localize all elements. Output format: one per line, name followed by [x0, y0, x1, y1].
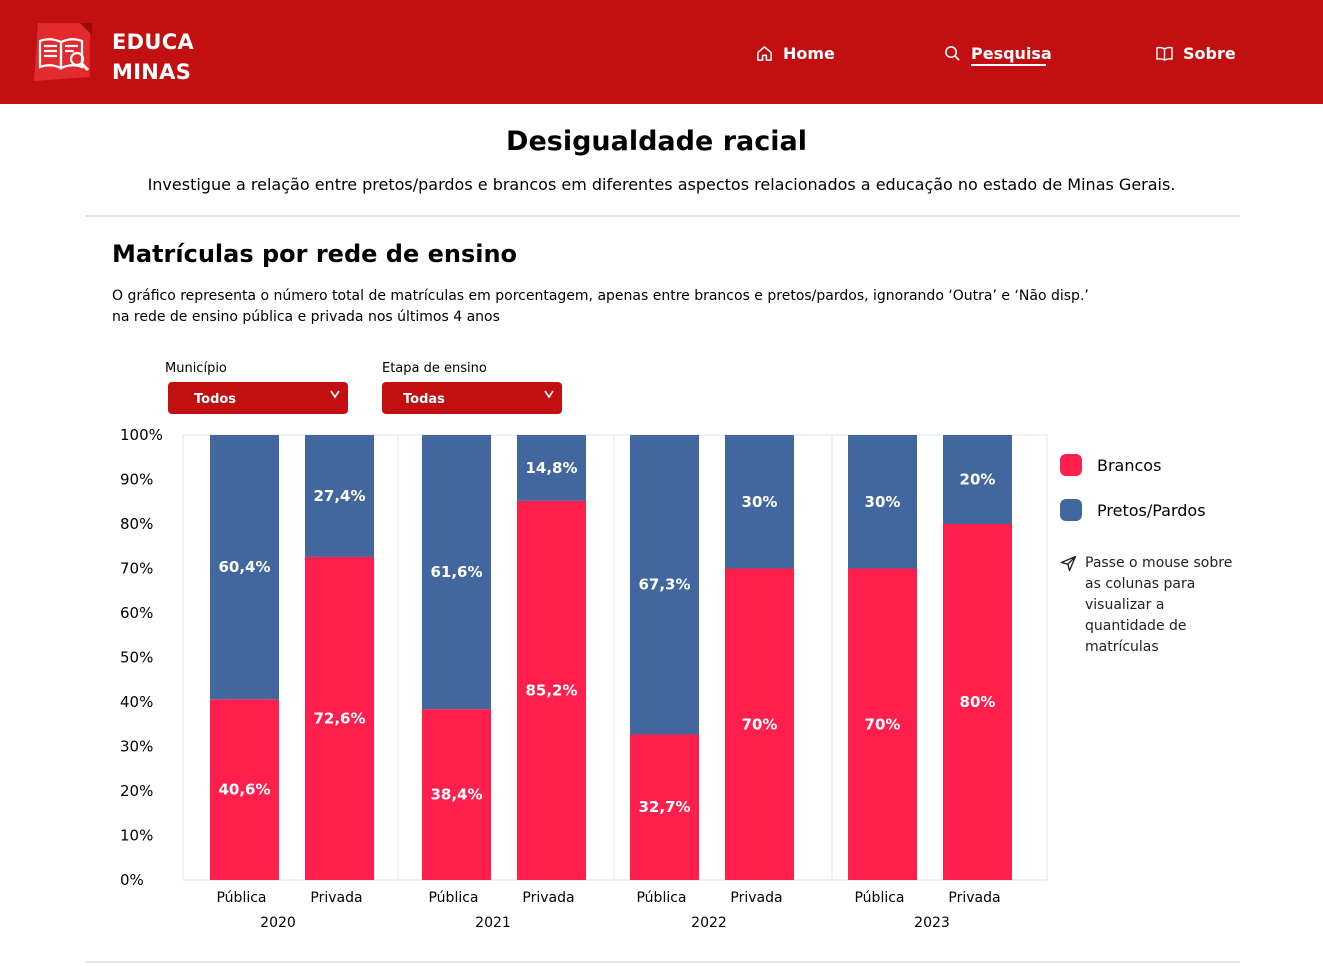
nav-search[interactable]: Pesquisa — [944, 40, 1052, 66]
etapa-select-value: Todas — [403, 392, 445, 407]
legend-label-pretos-pardos: Pretos/Pardos — [1097, 500, 1206, 520]
bar-pretos-2020-pública[interactable] — [210, 435, 279, 700]
y-tick-label: 80% — [120, 515, 153, 533]
bar-brancos-2021-pública[interactable] — [422, 709, 491, 880]
divider-top — [86, 215, 1240, 217]
etapa-filter-label: Etapa de ensino — [382, 361, 487, 376]
x-category-label: Privada — [948, 890, 1000, 906]
data-label-brancos: 32,7% — [638, 798, 690, 816]
section-title: Matrículas por rede de ensino — [112, 240, 518, 268]
send-arrow-icon — [1060, 555, 1077, 572]
y-tick-label: 20% — [120, 782, 153, 800]
top-navbar: EDUCA MINAS Home Pesquisa Sobre — [0, 0, 1323, 104]
nav-home[interactable]: Home — [756, 40, 835, 66]
x-year-label: 2020 — [260, 915, 296, 931]
brand-line-2: MINAS — [112, 60, 192, 84]
y-tick-label: 40% — [120, 693, 153, 711]
educa-minas-logo-icon[interactable] — [32, 21, 94, 82]
x-category-label: Pública — [854, 890, 904, 906]
x-year-label: 2021 — [475, 915, 511, 931]
data-label-brancos: 80% — [960, 693, 996, 711]
chevron-down-icon — [330, 388, 340, 402]
nav-home-label: Home — [783, 43, 835, 63]
x-category-label: Privada — [310, 890, 362, 906]
page-subtitle: Investigue a relação entre pretos/pardos… — [147, 175, 1176, 194]
data-label-pretos: 61,6% — [430, 563, 482, 581]
section-description: O gráfico representa o número total de m… — [112, 286, 1192, 328]
data-label-pretos: 30% — [865, 493, 901, 511]
x-category-label: Privada — [522, 890, 574, 906]
municipio-filter-label: Município — [165, 361, 227, 376]
x-category-label: Privada — [730, 890, 782, 906]
x-year-label: 2022 — [691, 915, 727, 931]
bar-brancos-2021-privada[interactable] — [517, 500, 586, 880]
bar-pretos-2022-privada[interactable] — [725, 435, 794, 569]
year-panel-2023 — [831, 434, 1048, 881]
data-label-pretos: 27,4% — [313, 487, 365, 505]
bar-brancos-2022-privada[interactable] — [725, 568, 794, 881]
data-label-brancos: 40,6% — [218, 781, 270, 799]
enrollment-stacked-bar-chart: 0% 10% 20% 30% 40% 50% 60% 70% 80% 90% 100% 40,6% 60… — [120, 426, 1048, 931]
legend-item-pretos-pardos: Pretos/Pardos — [1060, 499, 1206, 521]
data-label-pretos: 20% — [960, 471, 996, 489]
home-icon — [757, 45, 772, 61]
bar-pretos-2021-privada[interactable] — [517, 435, 586, 501]
y-tick-label: 50% — [120, 649, 153, 667]
data-label-brancos: 85,2% — [525, 681, 577, 699]
bar-brancos-2023-pública[interactable] — [848, 568, 917, 881]
legend-label-brancos: Brancos — [1097, 455, 1162, 475]
x-year-label: 2023 — [914, 915, 950, 931]
data-label-brancos: 38,4% — [430, 786, 482, 804]
data-label-pretos: 67,3% — [638, 576, 690, 594]
bar-pretos-2023-pública[interactable] — [848, 435, 917, 569]
search-icon — [945, 45, 960, 61]
y-tick-label: 10% — [120, 827, 153, 845]
x-category-label: Pública — [428, 890, 478, 906]
data-label-brancos: 70% — [865, 715, 901, 733]
bar-brancos-2022-pública[interactable] — [630, 734, 699, 880]
brand-line-1: EDUCA — [112, 30, 194, 54]
etapa-select[interactable]: Todas — [382, 382, 562, 414]
y-tick-label: 100% — [120, 426, 163, 444]
section-description-line-2: na rede de ensino pública e privada nos … — [112, 309, 500, 325]
bar-brancos-2020-pública[interactable] — [210, 699, 279, 880]
y-tick-label: 90% — [120, 471, 153, 489]
data-label-pretos: 60,4% — [218, 558, 270, 576]
nav-about[interactable]: Sobre — [1156, 40, 1236, 66]
bar-brancos-2020-privada[interactable] — [305, 556, 374, 880]
hover-hint-text: Passe o mouse sobre as colunas para visu… — [1085, 555, 1233, 655]
legend-item-brancos: Brancos — [1060, 454, 1161, 476]
book-icon — [1156, 46, 1173, 61]
chevron-down-icon — [544, 388, 554, 402]
nav-search-label: Pesquisa — [971, 43, 1052, 63]
x-category-label: Pública — [636, 890, 686, 906]
municipio-select[interactable]: Todos — [168, 382, 348, 414]
bar-pretos-2023-privada[interactable] — [943, 435, 1012, 524]
section-description-line-1: O gráfico representa o número total de m… — [112, 288, 1089, 304]
nav-about-label: Sobre — [1183, 43, 1236, 63]
y-tick-label: 70% — [120, 560, 153, 578]
legend-swatch-brancos — [1060, 454, 1082, 476]
data-label-brancos: 72,6% — [313, 709, 365, 727]
bar-brancos-2023-privada[interactable] — [943, 524, 1012, 880]
bar-pretos-2022-pública[interactable] — [630, 435, 699, 735]
divider-bottom — [86, 961, 1240, 963]
bar-pretos-2021-pública[interactable] — [422, 435, 491, 710]
bar-pretos-2020-privada[interactable] — [305, 435, 374, 557]
y-tick-label: 60% — [120, 604, 153, 622]
y-tick-label: 0% — [120, 871, 144, 889]
data-label-pretos: 14,8% — [525, 459, 577, 477]
data-label-pretos: 30% — [742, 493, 778, 511]
legend-swatch-pretos-pardos — [1060, 499, 1082, 521]
page-title: Desigualdade racial — [506, 126, 807, 157]
x-category-label: Pública — [216, 890, 266, 906]
brand-name[interactable]: EDUCA MINAS — [112, 27, 194, 87]
nav-active-indicator — [971, 64, 1046, 66]
municipio-select-value: Todos — [194, 392, 237, 407]
data-label-brancos: 70% — [742, 715, 778, 733]
y-tick-label: 30% — [120, 738, 153, 756]
